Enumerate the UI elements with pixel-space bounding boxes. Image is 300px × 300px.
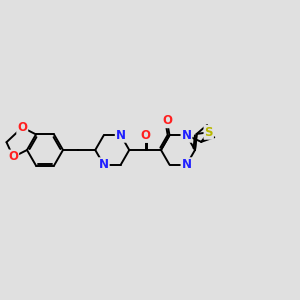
Text: N: N [182, 158, 191, 171]
Text: O: O [17, 121, 27, 134]
Text: N: N [116, 129, 126, 142]
Text: N: N [182, 129, 191, 142]
Text: N: N [99, 158, 109, 171]
Text: O: O [140, 129, 151, 142]
Text: O: O [8, 151, 18, 164]
Text: O: O [162, 114, 172, 127]
Text: S: S [205, 126, 213, 139]
